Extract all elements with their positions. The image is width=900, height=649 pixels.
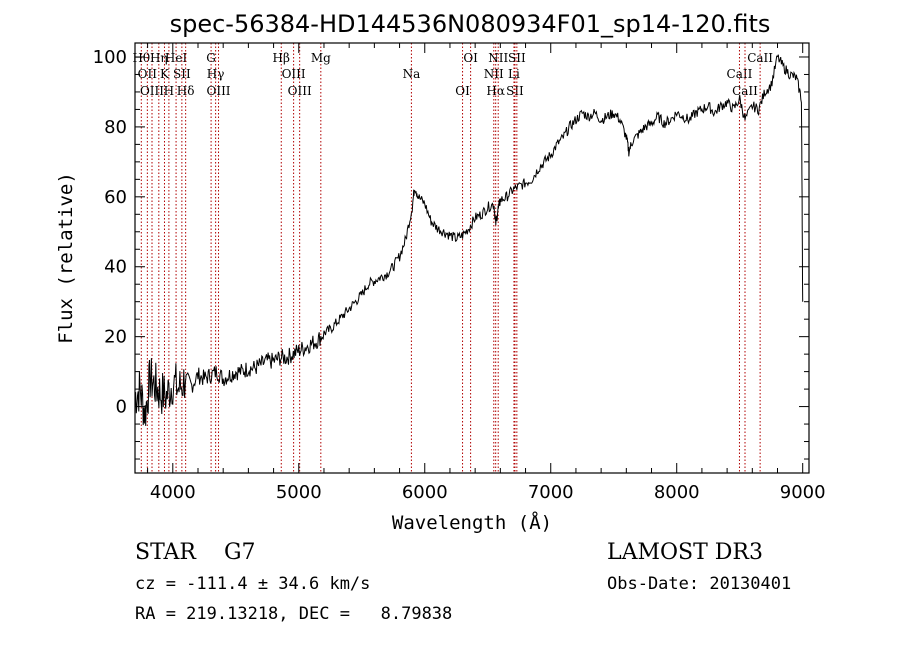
line-label: OIII <box>288 84 312 98</box>
y-axis-label: Flux (relative) <box>55 172 77 344</box>
line-label: K <box>160 67 170 81</box>
spectrum-line <box>134 54 804 426</box>
y-tick-label: 100 <box>93 47 127 68</box>
y-tick-label: 40 <box>104 257 127 278</box>
line-label: NII <box>484 67 504 81</box>
y-tick-label: 60 <box>104 187 127 208</box>
x-tick-label: 4000 <box>150 482 196 503</box>
line-label: Mg <box>311 51 331 65</box>
line-label: Hα <box>486 84 505 98</box>
observation-date: Obs-Date: 20130401 <box>607 574 792 594</box>
line-label: OI <box>463 51 478 65</box>
plot-frame <box>134 42 810 474</box>
line-label: H <box>164 84 174 98</box>
line-label: Hθ <box>132 51 150 65</box>
chart-title: spec-56384-HD144536N080934F01_sp14-120.f… <box>170 10 771 38</box>
x-tick-label: 9000 <box>780 482 826 503</box>
spectral-lines: Hθ OII OIII Hη KH HeI SII Hδ G Hγ OIII Hβ OIII OIII Mg… <box>132 43 773 473</box>
line-label: Hδ <box>177 84 195 98</box>
spectrum-series <box>134 54 804 426</box>
survey-name: LAMOST DR3 <box>607 540 763 565</box>
radial-velocity: cz = -111.4 ± 34.6 km/s <box>135 574 371 594</box>
line-label: CaII <box>747 51 773 65</box>
line-label: SII <box>173 67 191 81</box>
coordinates: RA = 219.13218, DEC = 8.79838 <box>135 604 453 624</box>
line-label: NII <box>488 51 508 65</box>
line-label: OIII <box>140 84 164 98</box>
line-label: OIII <box>206 84 230 98</box>
line-label: CaII <box>727 67 753 81</box>
line-label: SII <box>508 51 526 65</box>
line-label: OI <box>455 84 470 98</box>
y-tick-label: 0 <box>116 397 127 418</box>
line-label: OIII <box>282 67 306 81</box>
x-tick-label: 7000 <box>528 482 574 503</box>
y-tick-label: 80 <box>104 117 127 138</box>
line-label: Li <box>508 67 520 81</box>
x-axis-label: Wavelength (Å) <box>392 511 552 534</box>
x-tick-label: 6000 <box>402 482 448 503</box>
line-label: CaII <box>732 84 758 98</box>
line-label: Hβ <box>273 51 290 65</box>
x-tick-label: 5000 <box>276 482 322 503</box>
line-label: Hγ <box>207 67 225 81</box>
line-label: Na <box>403 67 421 81</box>
y-tick-label: 20 <box>104 327 127 348</box>
line-label: G <box>206 51 216 65</box>
line-label: Hη <box>150 51 168 65</box>
object-classification: STAR G7 <box>135 540 256 565</box>
axes: 4000 5000 6000 7000 8000 9000 0 20 40 60 80 100 <box>93 43 826 503</box>
line-label: HeI <box>165 51 188 65</box>
x-tick-label: 8000 <box>654 482 700 503</box>
line-label: SII <box>506 84 524 98</box>
line-label: OII <box>138 67 158 81</box>
